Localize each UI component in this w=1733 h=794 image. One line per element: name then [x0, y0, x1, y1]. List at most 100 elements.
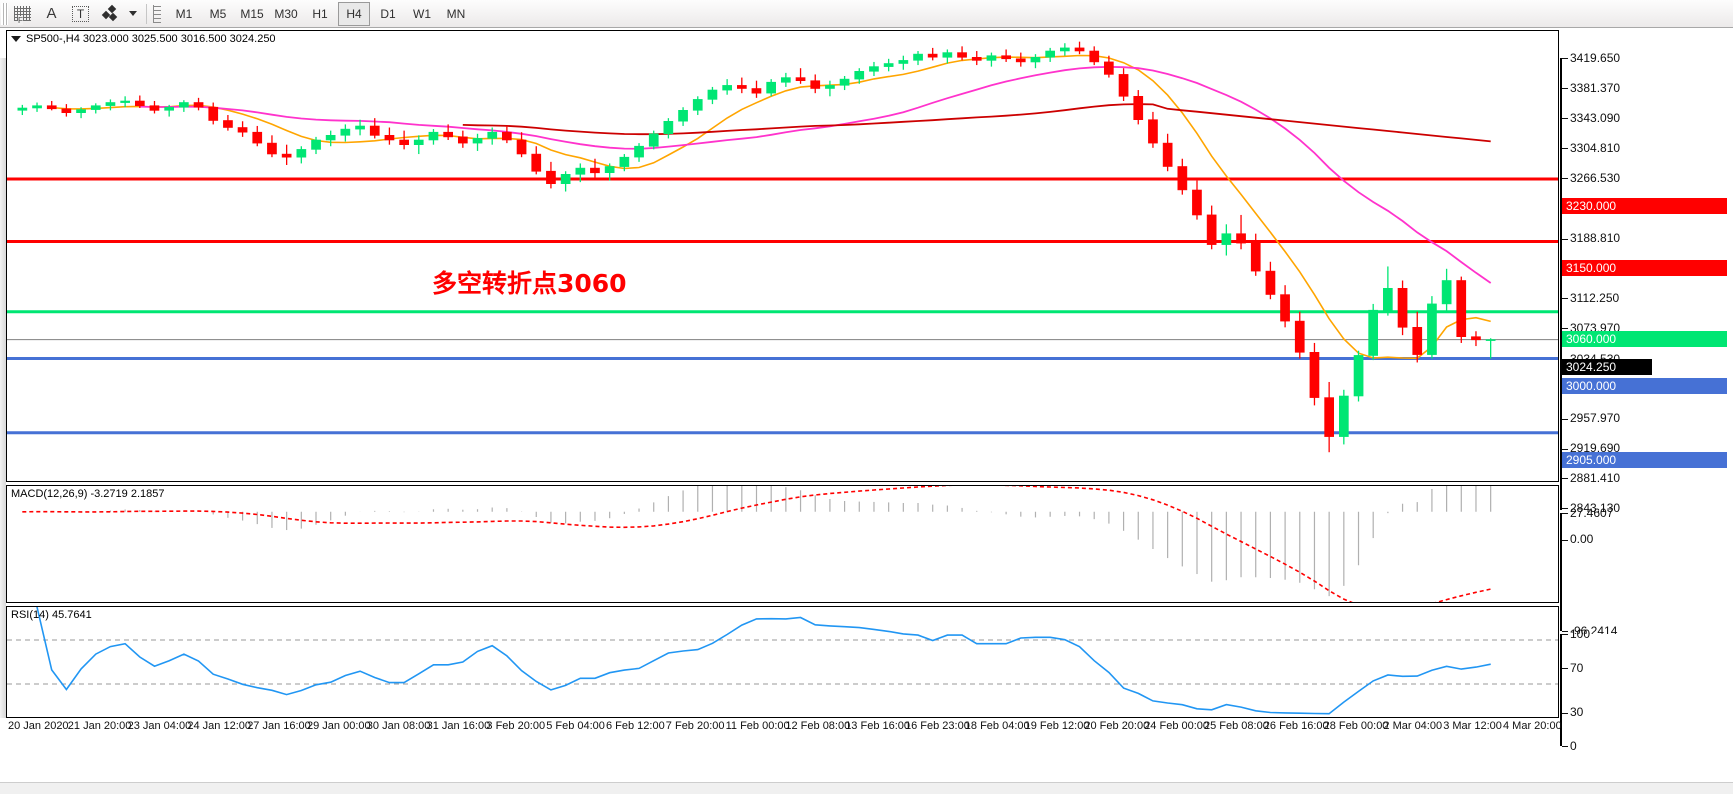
time-axis-label: 16 Feb 23:00	[905, 720, 970, 732]
timeframe-mn[interactable]: MN	[446, 6, 466, 21]
time-axis-label: 24 Jan 12:00	[187, 720, 252, 732]
candle	[560, 171, 571, 192]
candle	[149, 100, 160, 114]
resistance-3230[interactable]: 3230.000	[1562, 198, 1727, 215]
candle	[1427, 296, 1437, 359]
candle	[76, 107, 86, 119]
resistance-3150[interactable]: 3150.000	[1562, 260, 1727, 277]
candle	[1485, 338, 1496, 359]
candle	[1118, 68, 1129, 101]
crosshair-f-icon[interactable]	[9, 2, 36, 26]
objects-icon[interactable]	[96, 2, 123, 26]
timeframe-m15[interactable]: M15	[240, 6, 264, 21]
candle	[898, 55, 909, 70]
collapse-caret-icon[interactable]	[11, 36, 21, 43]
candle	[692, 96, 703, 116]
candle	[854, 68, 865, 84]
macd-axis-scale[interactable]: 27.4607 0.00 -96.2414	[1560, 506, 1733, 638]
rsi-axis-line	[1560, 634, 1562, 746]
time-axis-label: 11 Feb 00:00	[725, 720, 790, 732]
candle	[1250, 233, 1261, 276]
time-axis-label: 29 Jan 00:00	[307, 720, 371, 732]
dropdown-caret-icon[interactable]	[125, 2, 141, 26]
candle	[663, 118, 674, 139]
candle	[1192, 180, 1202, 220]
candle	[883, 58, 894, 72]
candle	[590, 158, 600, 178]
rsi-tick: 30	[1562, 705, 1583, 719]
macd-tick: 0.00	[1562, 532, 1593, 546]
macd-pane-inner	[7, 486, 1558, 602]
candle	[942, 49, 953, 64]
timeframe-h1[interactable]: H1	[312, 6, 328, 21]
price-axis-line	[1560, 58, 1562, 510]
candle	[105, 99, 116, 111]
candle	[1045, 47, 1055, 62]
price-tick: 3381.370	[1562, 81, 1620, 95]
timeframe-m30[interactable]: M30	[274, 6, 298, 21]
timeframe-h4[interactable]: H4	[338, 1, 370, 26]
candle	[355, 119, 365, 136]
time-axis-label: 31 Jan 16:00	[426, 720, 491, 732]
candle	[61, 104, 72, 117]
candle	[736, 77, 747, 94]
time-axis-label: 19 Feb 12:00	[1024, 720, 1090, 732]
candle	[516, 132, 527, 158]
time-axis-label: 13 Feb 16:00	[845, 720, 911, 732]
candle	[707, 86, 718, 105]
pivot-3060[interactable]: 3060.000	[1562, 330, 1727, 347]
price-tick: 2957.970	[1562, 411, 1620, 425]
candle	[722, 79, 732, 95]
macd-axis-line	[1560, 513, 1562, 631]
time-axis-label: 4 Mar 20:00	[1503, 720, 1562, 732]
rsi-axis-scale[interactable]: 100 70 30 0	[1560, 627, 1733, 753]
support-3000[interactable]: 3000.000	[1562, 377, 1727, 394]
candle	[369, 118, 380, 139]
candle	[164, 104, 175, 117]
text-label-icon[interactable]: T	[67, 2, 94, 26]
candle	[443, 124, 454, 141]
price-pane-inner	[7, 31, 1558, 481]
time-axis[interactable]: 20 Jan 2020 21 Jan 20:00 23 Jan 04:00 24 Ja…	[6, 720, 1562, 738]
time-axis-label: 20 Feb 20:00	[1084, 720, 1150, 732]
candle	[487, 127, 498, 145]
candle	[428, 129, 439, 145]
rsi-tick: 0	[1562, 739, 1577, 753]
time-axis-label: 24 Feb 00:00	[1144, 720, 1210, 732]
candle	[575, 163, 586, 183]
toolbar-grip[interactable]	[1, 2, 8, 25]
time-axis-label: 25 Feb 08:00	[1204, 720, 1269, 732]
candle	[1339, 389, 1349, 445]
time-axis-label: 3 Mar 12:00	[1443, 720, 1502, 732]
candle	[223, 115, 233, 131]
macd-indicator-pane[interactable]: MACD(12,26,9) -3.2719 2.1857	[6, 485, 1559, 603]
candle	[384, 127, 395, 145]
time-axis-label: 2 Mar 04:00	[1383, 720, 1443, 732]
time-axis-label: 6 Feb 12:00	[606, 720, 665, 732]
candle	[619, 154, 630, 172]
timeframe-w1[interactable]: W1	[413, 6, 431, 21]
timeframe-grip[interactable]	[153, 4, 161, 23]
candle	[1383, 266, 1393, 316]
price-tick: 2881.410	[1562, 471, 1620, 485]
price-axis-scale[interactable]: 3419.650 3381.370 3343.090 3304.810 3266.530…	[1560, 51, 1733, 515]
price-tick: 3266.530	[1562, 171, 1620, 185]
text-a-icon[interactable]: A	[46, 5, 57, 22]
timeframe-m5[interactable]: M5	[209, 6, 227, 21]
candle	[46, 100, 57, 111]
support-2905[interactable]: 2905.000	[1562, 451, 1727, 468]
candle	[913, 51, 923, 66]
candle	[1236, 214, 1246, 250]
price-chart-pane[interactable]: SP500-,H4 3023.000 3025.500 3016.500 302…	[6, 30, 1559, 482]
price-tick: 3188.810	[1562, 231, 1620, 245]
time-axis-label: 18 Feb 04:00	[964, 720, 1030, 732]
last-price-3024[interactable]: 3024.250	[1562, 358, 1652, 375]
left-splitter[interactable]	[0, 58, 6, 718]
rsi-indicator-pane[interactable]: RSI(14) 45.7641	[6, 606, 1559, 718]
main-toolbar: A T M1 M5 M15 M30 H1 H4 D1 W1 MN	[0, 0, 1733, 28]
timeframe-m1[interactable]: M1	[175, 6, 193, 21]
candle	[1412, 311, 1423, 363]
candle	[957, 46, 967, 61]
timeframe-d1[interactable]: D1	[380, 6, 396, 21]
candle	[135, 95, 145, 109]
